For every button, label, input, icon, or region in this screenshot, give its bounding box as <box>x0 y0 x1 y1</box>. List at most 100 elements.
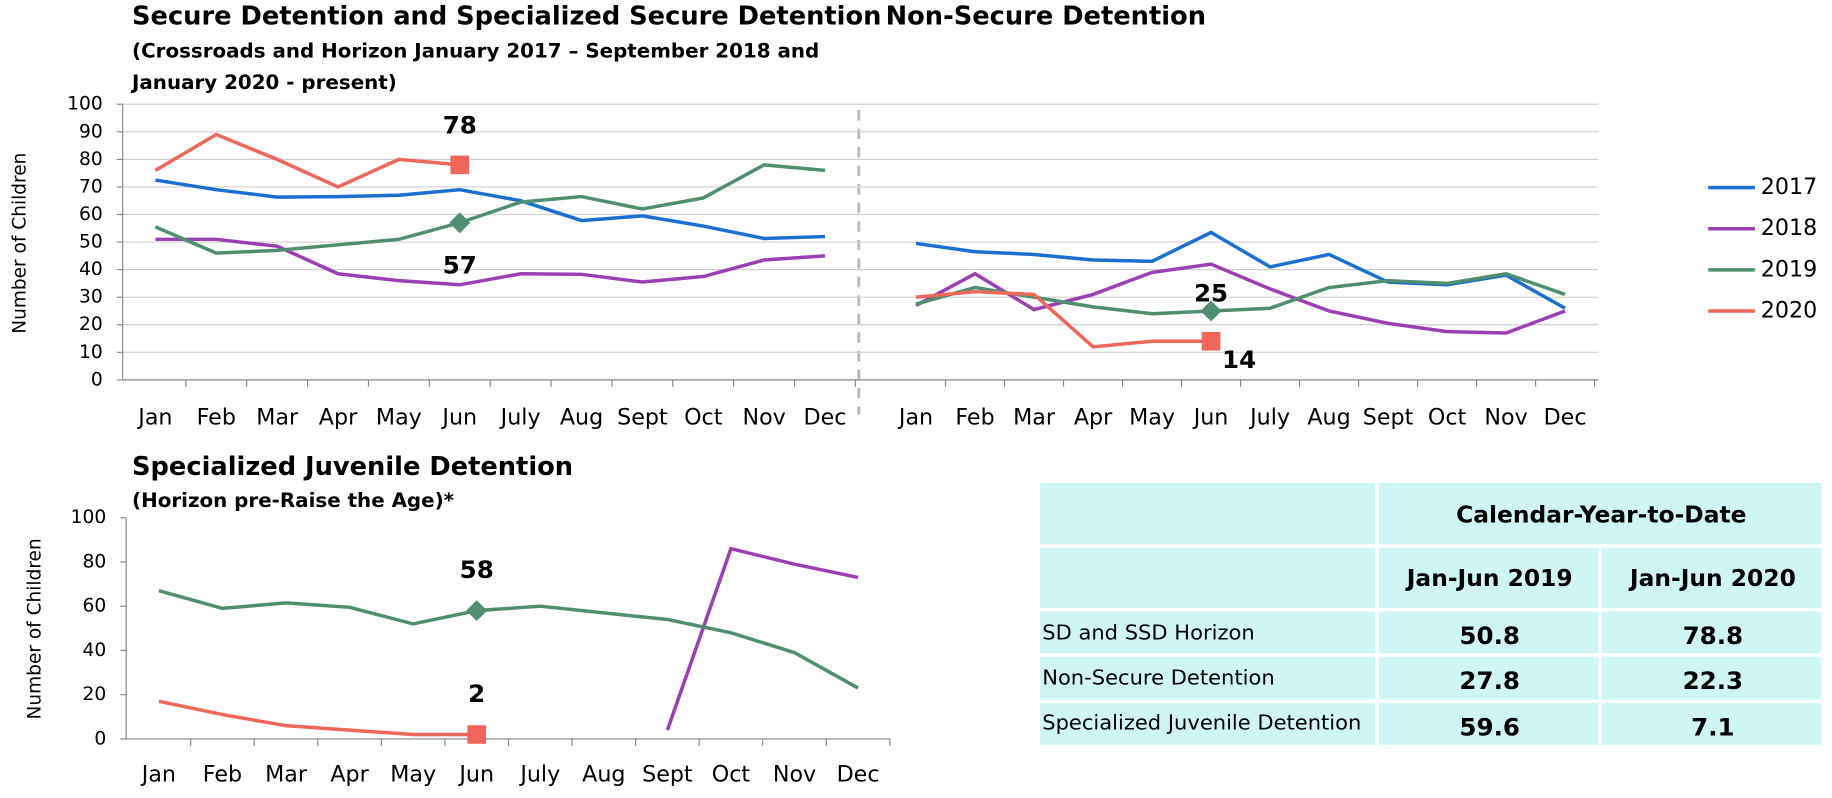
x-tick-label: Sept <box>1363 405 1414 431</box>
cell: 50.8 <box>1375 608 1602 658</box>
x-tick-label: Mar <box>256 405 299 431</box>
x-tick-label: Oct <box>684 405 723 431</box>
y-tick-label: 100 <box>67 94 103 115</box>
y-tick-label: 10 <box>79 342 103 363</box>
x-tick-label: Sept <box>617 405 668 431</box>
series-line <box>154 163 826 255</box>
legend-label: 2017 <box>1761 174 1817 200</box>
y-tick-label: 40 <box>83 640 107 661</box>
y-tick-label: 70 <box>79 176 103 197</box>
series-line <box>155 237 826 287</box>
x-tick-label: Jun <box>440 405 477 431</box>
y-tick-label: 50 <box>79 232 103 253</box>
data-label: 58 <box>460 555 494 584</box>
x-tick-label: Sept <box>642 761 693 787</box>
cell: 27.8 <box>1375 653 1602 703</box>
marker <box>1201 332 1221 351</box>
row-label: SD and SSD Horizon <box>1036 608 1379 658</box>
x-tick-label: Nov <box>1484 405 1527 431</box>
x-tick-label: Aug <box>582 761 625 787</box>
marker <box>1200 300 1222 322</box>
column-header: Jan-Jun 2019 <box>1375 544 1602 612</box>
marker <box>466 600 488 622</box>
marker <box>467 725 487 744</box>
x-tick-label: Mar <box>265 761 308 787</box>
x-tick-label: Mar <box>1013 405 1056 431</box>
x-tick-label: Jan <box>897 405 933 431</box>
y-tick-label: 90 <box>79 121 103 142</box>
x-tick-label: May <box>376 405 422 431</box>
chart-title: Secure Detention and Specialized Secure … <box>132 1 881 31</box>
y-tick-label: 20 <box>83 684 107 705</box>
y-tick-label: 0 <box>94 728 106 749</box>
x-tick-label: Nov <box>742 405 785 431</box>
x-tick-label: Aug <box>1307 405 1350 431</box>
y-tick-label: 40 <box>79 259 103 280</box>
y-tick-label: 30 <box>79 287 103 308</box>
y-axis-label: Number of Children <box>25 538 46 719</box>
chart-title: Non-Secure Detention <box>886 1 1206 31</box>
y-tick-label: 60 <box>79 204 103 225</box>
data-label: 25 <box>1194 279 1228 308</box>
x-tick-label: Feb <box>197 405 236 431</box>
data-label: 78 <box>443 111 477 140</box>
cell: 78.8 <box>1598 608 1826 658</box>
series-line <box>154 132 460 189</box>
x-tick-label: Jun <box>1192 405 1229 431</box>
y-tick-label: 100 <box>71 507 107 528</box>
y-tick-label: 20 <box>79 314 103 335</box>
data-label: 14 <box>1222 345 1256 374</box>
chart-title: Specialized Juvenile Detention <box>132 452 573 482</box>
marker <box>449 212 471 234</box>
x-tick-label: Aug <box>560 405 603 431</box>
cell: 59.6 <box>1375 699 1602 749</box>
y-axis-label: Number of Children <box>9 153 30 334</box>
x-tick-label: Dec <box>804 405 847 431</box>
row-label: Non-Secure Detention <box>1036 653 1379 703</box>
chart-subtitle: January 2020 - present) <box>130 71 397 94</box>
x-tick-label: Apr <box>319 405 358 431</box>
y-tick-label: 80 <box>79 149 103 170</box>
summary-table: Calendar-Year-to-Date Jan-Jun 2019 Jan-Ju… <box>1036 479 1826 749</box>
y-tick-label: 60 <box>83 596 107 617</box>
data-label: 57 <box>443 251 477 280</box>
x-tick-label: Oct <box>712 761 751 787</box>
x-tick-label: Apr <box>1074 405 1113 431</box>
legend-label: 2018 <box>1761 215 1817 241</box>
x-tick-label: Dec <box>837 761 880 787</box>
series-line <box>665 546 859 731</box>
data-label: 2 <box>468 679 485 708</box>
chart-subtitle: (Horizon pre-Raise the Age)* <box>132 489 454 512</box>
x-tick-label: Oct <box>1428 405 1467 431</box>
x-tick-label: May <box>1129 405 1175 431</box>
row-label: Specialized Juvenile Detention <box>1036 699 1379 749</box>
y-tick-label: 80 <box>83 552 107 573</box>
x-tick-label: Nov <box>773 761 816 787</box>
series-line <box>155 178 826 241</box>
x-tick-label: July <box>499 405 541 431</box>
series-line <box>915 289 1212 349</box>
legend-label: 2020 <box>1761 298 1817 324</box>
x-tick-label: Jan <box>136 405 172 431</box>
series-line <box>915 262 1566 335</box>
column-header: Jan-Jun 2020 <box>1598 544 1826 612</box>
x-tick-label: Feb <box>203 761 242 787</box>
table-title: Calendar-Year-to-Date <box>1375 479 1826 548</box>
marker <box>450 155 470 175</box>
x-tick-label: Feb <box>955 405 994 431</box>
x-tick-label: Jun <box>457 761 494 787</box>
legend-label: 2019 <box>1761 256 1817 282</box>
series-line <box>158 699 477 737</box>
x-tick-label: May <box>390 761 436 787</box>
blank <box>1036 479 1379 548</box>
cell: 7.1 <box>1598 699 1826 749</box>
x-tick-label: Jan <box>140 761 176 787</box>
x-tick-label: Dec <box>1544 405 1587 431</box>
x-tick-label: Apr <box>330 761 369 787</box>
chart-subtitle: (Crossroads and Horizon January 2017 – S… <box>132 40 819 63</box>
cell: 22.3 <box>1598 653 1826 703</box>
x-tick-label: July <box>518 761 560 787</box>
